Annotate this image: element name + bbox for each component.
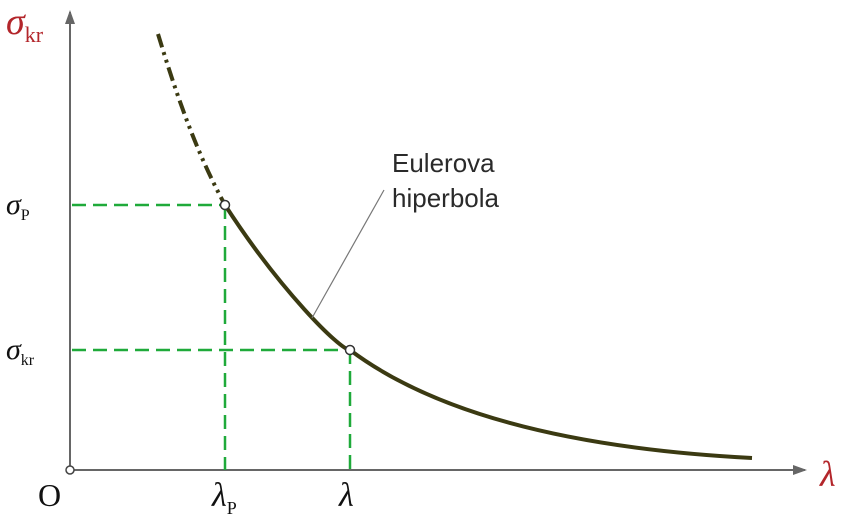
x-tick-lambda-p-symbol: λ	[211, 477, 227, 514]
annotation-line-2: hiperbola	[392, 183, 500, 213]
x-tick-lambda-p-subscript: P	[227, 498, 237, 518]
y-tick-sigma-p-symbol: σ	[6, 188, 22, 221]
y-tick-sigma-kr-symbol: σ	[6, 333, 22, 366]
x-axis-title: λ	[819, 454, 836, 494]
y-tick-sigma-kr-subscript: kr	[21, 352, 35, 369]
hyperbola-valid-segment	[223, 203, 753, 460]
y-tick-sigma-kr: σkr	[6, 333, 35, 369]
hyperbola-invalid-segment	[156, 33, 227, 206]
point-lambda	[344, 344, 356, 356]
y-axis-title-symbol: σ	[6, 1, 26, 43]
origin-point	[65, 465, 75, 475]
x-tick-lambda: λ	[338, 477, 354, 514]
annotation-leader-line	[311, 189, 385, 319]
x-tick-lambda-symbol: λ	[338, 477, 354, 514]
y-tick-sigma-p: σP	[6, 188, 30, 224]
y-axis-title: σkr	[6, 1, 44, 47]
x-tick-lambda-p: λP	[211, 477, 237, 518]
annotation-line-1: Eulerova	[392, 148, 495, 178]
y-axis-title-subscript: kr	[25, 22, 44, 47]
origin-label: O	[38, 477, 61, 513]
y-tick-sigma-p-subscript: P	[21, 207, 30, 224]
point-lambda-p	[219, 199, 231, 211]
